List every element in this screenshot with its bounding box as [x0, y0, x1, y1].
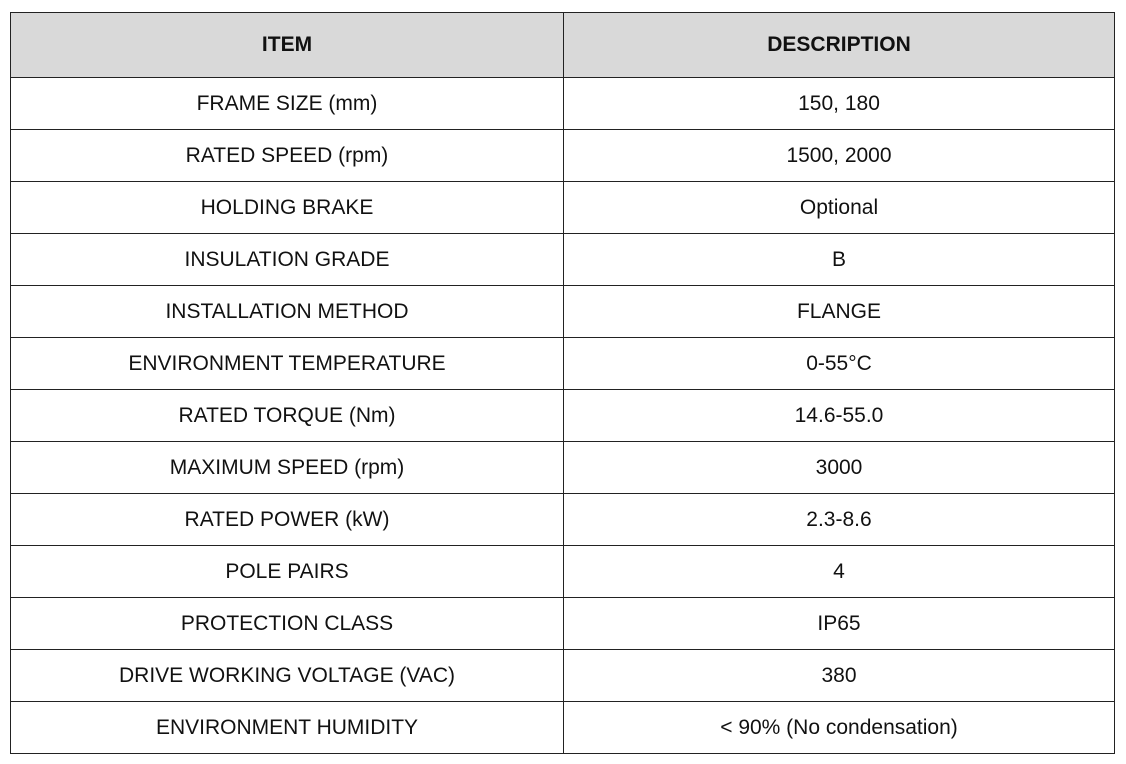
header-description: DESCRIPTION: [563, 12, 1115, 78]
table-row: RATED POWER (kW) 2.3-8.6: [10, 493, 1115, 546]
cell-description: FLANGE: [563, 285, 1115, 338]
cell-item: MAXIMUM SPEED (rpm): [10, 441, 564, 494]
cell-description: B: [563, 233, 1115, 286]
cell-description: Optional: [563, 181, 1115, 234]
cell-description: < 90% (No condensation): [563, 701, 1115, 754]
cell-item: RATED TORQUE (Nm): [10, 389, 564, 442]
cell-item: FRAME SIZE (mm): [10, 77, 564, 130]
table-row: PROTECTION CLASS IP65: [10, 597, 1115, 650]
cell-description: IP65: [563, 597, 1115, 650]
cell-item: DRIVE WORKING VOLTAGE (VAC): [10, 649, 564, 702]
table-row: RATED SPEED (rpm) 1500, 2000: [10, 129, 1115, 182]
cell-item: INSULATION GRADE: [10, 233, 564, 286]
cell-description: 150, 180: [563, 77, 1115, 130]
cell-description: 2.3-8.6: [563, 493, 1115, 546]
cell-item: ENVIRONMENT TEMPERATURE: [10, 337, 564, 390]
cell-item: PROTECTION CLASS: [10, 597, 564, 650]
cell-description: 1500, 2000: [563, 129, 1115, 182]
table-row: ENVIRONMENT HUMIDITY < 90% (No condensati…: [10, 701, 1115, 754]
spec-table: ITEM DESCRIPTION FRAME SIZE (mm) 150, 180…: [10, 12, 1115, 754]
cell-item: ENVIRONMENT HUMIDITY: [10, 701, 564, 754]
table-row: FRAME SIZE (mm) 150, 180: [10, 77, 1115, 130]
cell-description: 4: [563, 545, 1115, 598]
cell-item: RATED POWER (kW): [10, 493, 564, 546]
table-row: RATED TORQUE (Nm) 14.6-55.0: [10, 389, 1115, 442]
cell-item: RATED SPEED (rpm): [10, 129, 564, 182]
cell-description: 14.6-55.0: [563, 389, 1115, 442]
header-row: ITEM DESCRIPTION: [10, 12, 1115, 78]
table-row: INSTALLATION METHOD FLANGE: [10, 285, 1115, 338]
cell-item: POLE PAIRS: [10, 545, 564, 598]
table-row: HOLDING BRAKE Optional: [10, 181, 1115, 234]
cell-item: HOLDING BRAKE: [10, 181, 564, 234]
cell-description: 3000: [563, 441, 1115, 494]
table-row: POLE PAIRS 4: [10, 545, 1115, 598]
cell-item: INSTALLATION METHOD: [10, 285, 564, 338]
table-row: ENVIRONMENT TEMPERATURE 0-55°C: [10, 337, 1115, 390]
table-row: DRIVE WORKING VOLTAGE (VAC) 380: [10, 649, 1115, 702]
cell-description: 0-55°C: [563, 337, 1115, 390]
table-row: INSULATION GRADE B: [10, 233, 1115, 286]
table-row: MAXIMUM SPEED (rpm) 3000: [10, 441, 1115, 494]
cell-description: 380: [563, 649, 1115, 702]
header-item: ITEM: [10, 12, 564, 78]
